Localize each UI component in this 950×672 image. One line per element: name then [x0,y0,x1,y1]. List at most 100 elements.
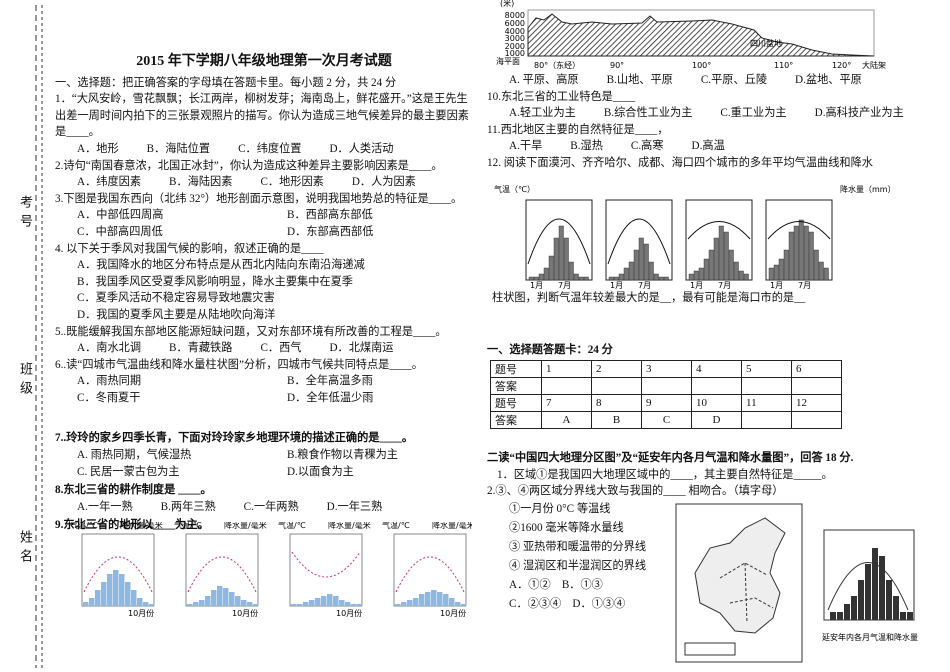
decor-bar [818,261,824,281]
table-cell: D [691,411,742,429]
decor-bar [900,612,906,620]
decor-bar [437,592,443,606]
decor-bar [431,590,437,606]
month-label: 7月 [558,281,571,290]
decor-bar [199,600,205,606]
title: 2015 年下学期八年级地理第一次月考试题 [136,54,392,69]
options: A. 平原、高原 B.山地、平原 C.平原、丘陵 D.盆地、平原 [487,72,927,89]
yanan-chart: 延安年内各月气温和降水量 [822,529,918,642]
longitude: 120° [832,61,851,70]
question-stem: 2.诗句“南国春意浓，北国正冰封”，你认为造成这种差异主要影响因素是____。 [55,159,443,172]
table-cell: 12 [791,394,842,412]
options: A．地形 B．海陆位置 C．纬度位置 D．人类活动 [55,141,473,158]
left-column: 2015 年下学期八年级地理第一次月考试题 一、选择题：把正确答案的字母填在答题… [55,54,473,534]
decor-curve [395,556,465,593]
option: B．我国季风区受夏季风影响明显，降水主要集中在夏季 [77,275,353,288]
decor-bar [693,270,699,281]
choices: ①一月份 0°C 等温线 ②1600 毫米等降水量线 ③ 亚热带和暖温带的分界线 ④ … [487,500,927,614]
decor-bar [643,243,649,281]
table-cell [741,411,792,429]
decor-bar [333,596,339,606]
longitude: 90° [610,61,624,70]
decor-bar [558,225,564,281]
decor-bar [229,592,235,606]
decor-bar [623,267,629,281]
option: C．纬度位置 [238,142,302,155]
decor-bar [788,231,794,281]
table-cell [791,411,842,429]
binding-label: 考号 [18,195,33,233]
option: B.山地、平原 [606,74,673,86]
decor-bar [339,600,345,606]
decor-bar [618,273,624,281]
decor-bar [568,261,574,281]
question-stem: 6..读“四城市气温曲线和降水量柱状图”分析，四城市气候共同特点是____。 [55,358,423,371]
option: B.湿热 [570,140,603,153]
right-column: A. 平原、高原 B.山地、平原 C.平原、丘陵 D.盆地、平原 10.东北三省的工业特… [487,72,927,172]
option: A．南水北调 [77,342,142,355]
option: D．北煤南运 [329,342,394,355]
decor-bar [648,261,654,281]
table-cell: C [641,411,692,429]
decor-bar [768,267,774,281]
options: A. 雨热同期，气候湿热 B.粮食作物以青稞为主 C. 民居一蒙古包为主 D.以面食为… [55,447,473,480]
part2-q2: 2.③、④两区域分界线大致与我国的____ 相吻合。（填字母） [487,485,784,498]
table-cell: 8 [591,394,642,412]
decor-bar [538,273,544,281]
decor-bar [653,273,659,281]
decor-bar [297,604,303,606]
table-row: 题号 7 8 9 10 11 12 [490,394,842,412]
china-map [675,503,803,663]
height-label: 6000 [505,19,525,28]
option: B．全年高温多雨 [287,375,373,388]
axis-title: 10月份 [336,608,362,618]
decor-bar [872,548,878,620]
decor-bar [345,602,351,606]
question-stem: 4. 以下关于季风对我国气候的影响，叙述正确的是____ [55,242,324,255]
decor-bar [315,598,321,606]
table-cell: 7 [541,394,592,412]
option: D.一年三熟 [326,500,383,513]
options: A．我国降水的地区分布特点是从西北内陆向东南沿海递减 B．我国季风区受夏季风影响明… [55,257,473,323]
table-cell [741,377,792,395]
option: B.粮食作物以青稞为主 [287,449,398,462]
option: B．西部高东部低 [287,209,373,222]
decor-bar [886,580,892,620]
table-cell: 答案 [490,377,542,395]
options: A．纬度因素 B．海陆因素 C．地形因素 D．人为因素 [55,174,473,191]
option: C．夏季风活动不稳定容易导致地震灾害 [77,292,275,305]
decor-bar [573,273,579,281]
longitude: 100° [692,61,711,70]
questions: A. 平原、高原 B.山地、平原 C.平原、丘陵 D.盆地、平原 10.东北三省的工业特… [487,72,927,172]
decor-bar [578,276,584,281]
decor-bar [533,276,539,281]
decor-bar [449,598,455,606]
decor-bar [205,596,211,606]
height-label: 4000 [505,27,525,36]
decor-bar [743,273,749,281]
axis-title: 降水量/毫米 [328,522,371,530]
decor-bar [858,580,864,620]
decor-bar [703,258,709,281]
table-cell: 10 [691,394,742,412]
decor-bar [461,604,467,606]
decor-bar [553,237,559,281]
question-stem: 9.东北三省的地形以____为主。 [55,519,209,532]
options: A．雨热同期 B．全年高温多雨 C．冬雨夏干 D．全年低温少雨 [55,373,473,406]
options: A．南水北调 B．青藏铁路 C．西气 D．北煤南运 [55,340,473,357]
month-label: 7月 [638,281,651,290]
decor-bar [303,602,309,606]
month-label: 1月 [690,281,703,290]
longitude: 80°（东经） [534,60,580,70]
questions: 1．“大风安岭，雪花飘飘；长江两岸，柳树发芽；海南岛上，鲜花盛开。”这是王先生出… [55,91,473,534]
decor-bar [773,264,779,281]
decor-bar [113,570,119,606]
profile-unit: (米) [500,0,514,8]
decor-bar [548,255,554,281]
options: A．中部低四周高 B．西部高东部低 C．中部高四周低 D．东部高西部低 [55,207,473,240]
decor-bar [309,600,315,606]
part2-title: 二读“中国四大地理分区图”及“延安年内各月气温和降水量图”，回答 18 分. [487,452,854,464]
option: C．地形因素 [260,176,324,189]
axis-title: 气温/℃ [278,522,306,530]
